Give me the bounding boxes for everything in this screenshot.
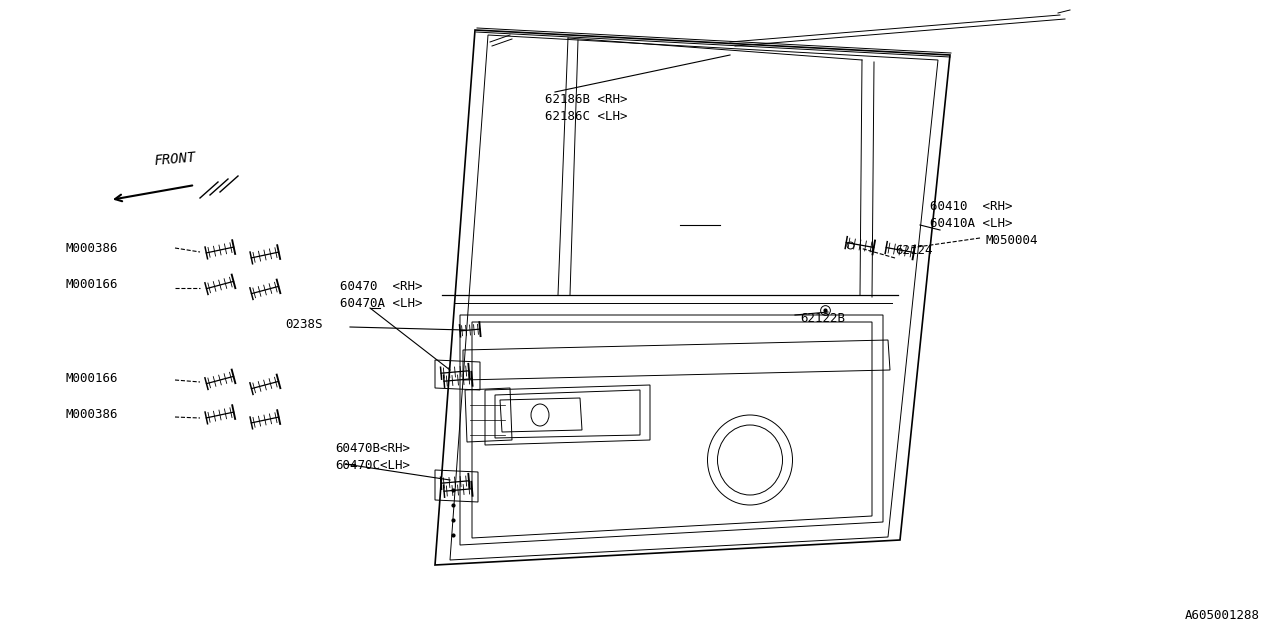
Text: 60410  <RH>
60410A <LH>: 60410 <RH> 60410A <LH> [931, 200, 1012, 230]
Text: M000166: M000166 [65, 371, 118, 385]
Text: M050004: M050004 [986, 234, 1038, 246]
Text: 60470B<RH>
60470C<LH>: 60470B<RH> 60470C<LH> [335, 442, 410, 472]
Text: 62122B: 62122B [800, 312, 845, 324]
Text: 0238S: 0238S [285, 319, 323, 332]
Text: 62124: 62124 [895, 243, 933, 257]
Text: M000386: M000386 [65, 408, 118, 422]
Text: M000166: M000166 [65, 278, 118, 291]
Text: A605001288: A605001288 [1185, 609, 1260, 622]
Text: 60470  <RH>
60470A <LH>: 60470 <RH> 60470A <LH> [340, 280, 422, 310]
Text: M000386: M000386 [65, 241, 118, 255]
Text: 62186B <RH>
62186C <LH>: 62186B <RH> 62186C <LH> [545, 93, 627, 123]
Text: FRONT: FRONT [154, 150, 196, 168]
